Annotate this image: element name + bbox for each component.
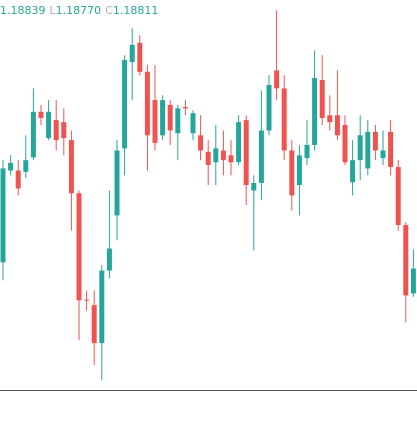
candle-body: [152, 100, 158, 143]
candle-body: [334, 115, 340, 136]
legend-label: L: [49, 4, 56, 17]
candle-body: [274, 70, 280, 89]
candle-body: [388, 131, 394, 168]
candle-body: [213, 148, 219, 163]
candle-body: [137, 42, 143, 72]
candle-body: [106, 248, 112, 271]
candle-body: [296, 155, 302, 185]
candle-body: [198, 135, 204, 151]
candle-body: [327, 115, 333, 123]
candle-body: [8, 162, 14, 171]
candle-body: [68, 140, 74, 194]
candle-body: [243, 120, 249, 185]
candle-body: [76, 193, 82, 301]
candle-body: [122, 60, 128, 149]
candle-body: [30, 111, 36, 158]
candle-body: [114, 150, 120, 216]
candle-body: [99, 270, 105, 344]
legend-value: 1.18839: [0, 4, 46, 17]
candle-body: [372, 131, 378, 151]
candle-body: [167, 104, 173, 131]
candle-body: [46, 111, 52, 139]
ohlc-legend: 1.18839 L1.18770 C1.18811: [0, 4, 162, 17]
legend-item: 1.18839: [0, 4, 46, 17]
legend-label: C: [105, 4, 113, 17]
candle-body: [281, 88, 287, 151]
candle-body: [15, 170, 21, 189]
candle-body: [53, 120, 59, 141]
candle-body: [38, 111, 44, 119]
candle-body: [236, 122, 242, 163]
candle-body: [312, 78, 318, 145]
candle-body: [23, 160, 29, 172]
candle-body: [410, 268, 416, 294]
candle-body: [251, 182, 257, 191]
candle-body: [403, 225, 409, 296]
legend-value: 1.18770: [55, 4, 102, 17]
candle-body: [319, 80, 325, 119]
candle-body: [160, 100, 166, 136]
candle-body: [395, 167, 401, 226]
candle-body: [266, 84, 272, 131]
candle-body: [91, 305, 97, 344]
candle-body: [342, 124, 348, 163]
candle-body: [380, 150, 386, 159]
candle-body: [304, 144, 310, 159]
candle-body: [61, 122, 67, 139]
candle-body: [0, 168, 6, 263]
candle-body: [175, 108, 181, 134]
legend-value: 1.18811: [112, 4, 159, 17]
candle-body: [228, 155, 234, 163]
legend-item: L1.18770: [50, 4, 102, 17]
candle-body: [144, 71, 150, 136]
candle-body: [289, 150, 295, 196]
candle-body: [129, 44, 135, 63]
candle-body: [84, 299, 90, 301]
candle-body: [258, 130, 264, 183]
candle-body: [220, 150, 226, 161]
candle-body: [350, 160, 356, 183]
candle-body: [190, 113, 196, 134]
candle-body: [357, 135, 363, 161]
legend-item: C1.18811: [105, 4, 158, 17]
candle-body: [365, 131, 371, 169]
candle-body: [205, 151, 211, 165]
candle-body: [182, 106, 188, 109]
